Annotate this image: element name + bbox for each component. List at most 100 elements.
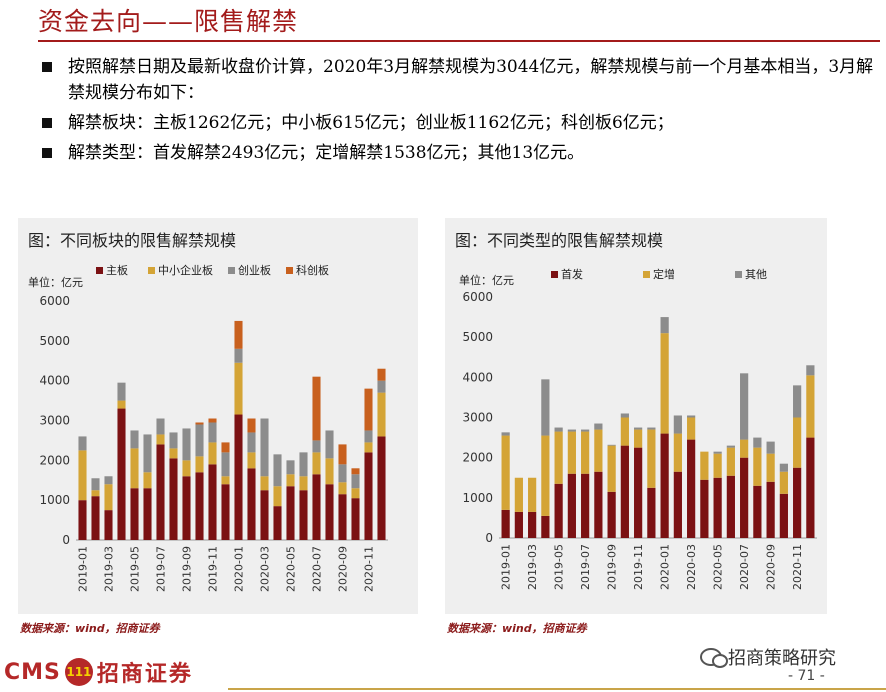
bar-segment <box>793 385 802 418</box>
y-tick-label: 1000 <box>39 493 70 507</box>
bar-segment <box>700 451 709 480</box>
legend-label: 首发 <box>561 267 583 281</box>
bar-segment <box>234 320 243 349</box>
y-tick-label: 2000 <box>39 453 70 467</box>
bar-segment <box>78 436 87 451</box>
bar-segment <box>234 362 243 415</box>
data-source-note: 数据来源：wind，招商证券 <box>20 622 160 635</box>
x-tick-label: 2019-01 <box>500 544 513 590</box>
y-tick-label: 5000 <box>39 334 70 348</box>
bar-segment <box>514 477 523 512</box>
bar-segment <box>634 429 643 448</box>
bar-segment <box>104 476 113 485</box>
bullet-item: 解禁板块：主板1262亿元；中小板615亿元；创业板1162亿元；科创板6亿元； <box>40 110 880 136</box>
bar-segment <box>740 457 749 538</box>
wechat-account-name: 招商策略研究 <box>728 648 836 669</box>
bar-segment <box>713 451 722 454</box>
x-tick-label: 2019-05 <box>553 544 566 590</box>
bar-segment <box>130 430 139 449</box>
bar-segment <box>208 418 217 423</box>
x-tick-label: 2019-11 <box>207 546 220 592</box>
bar-segment <box>312 376 321 441</box>
bar-segment <box>634 447 643 539</box>
bar-segment <box>607 445 616 492</box>
bar-segment <box>673 471 682 538</box>
bar-segment <box>351 498 360 540</box>
wechat-account: 招商策略研究 <box>700 644 836 670</box>
bar-segment <box>713 477 722 538</box>
legend-swatch <box>286 267 293 274</box>
bar-segment <box>351 488 360 499</box>
bar-segment <box>594 423 603 430</box>
bar-segment <box>117 400 126 409</box>
bar-segment <box>713 453 722 478</box>
bar-segment <box>687 417 696 440</box>
legend-label: 主板 <box>106 263 128 277</box>
bar-segment <box>351 474 360 489</box>
bar-segment <box>338 444 347 465</box>
page-title: 资金去向——限售解禁 <box>38 7 299 36</box>
legend-label: 中小企业板 <box>158 263 213 277</box>
bar-segment <box>766 481 775 538</box>
bar-segment <box>620 417 629 446</box>
bar-segment <box>594 429 603 472</box>
bar-segment <box>143 488 152 540</box>
bar-segment <box>91 490 100 497</box>
bar-segment <box>607 491 616 538</box>
bar-segment <box>338 464 347 483</box>
bar-segment <box>377 392 386 437</box>
bar-segment <box>740 373 749 440</box>
bar-segment <box>567 473 576 538</box>
bar-segment <box>541 515 550 538</box>
bar-segment <box>143 472 152 489</box>
bar-segment <box>364 442 373 453</box>
x-tick-label: 2019-05 <box>129 546 142 592</box>
bullet-item: 按照解禁日期及最新收盘价计算，2020年3月解禁规模为3044亿元，解禁规模与前… <box>40 54 880 106</box>
bar-segment <box>377 368 386 381</box>
bar-segment <box>117 408 126 540</box>
bar-segment <box>581 473 590 538</box>
unit-label: 单位：亿元 <box>459 273 514 287</box>
bar-segment <box>195 422 204 425</box>
bar-segment <box>208 442 217 465</box>
bar-segment <box>726 445 735 448</box>
bar-segment <box>312 452 321 475</box>
x-tick-label: 2020-03 <box>685 544 698 590</box>
bar-segment <box>195 424 204 457</box>
bar-segment <box>647 487 656 538</box>
square-bullet-icon <box>42 118 52 128</box>
bar-segment <box>793 467 802 538</box>
bar-segment <box>377 436 386 540</box>
y-tick-label: 2000 <box>462 451 493 465</box>
bar-segment <box>338 482 347 495</box>
wechat-icon <box>700 648 728 668</box>
x-tick-label: 2019-07 <box>579 544 592 590</box>
chart-title: 图：不同板块的限售解禁规模 <box>28 231 237 250</box>
y-tick-label: 0 <box>62 533 70 547</box>
bar-segment <box>169 448 178 459</box>
y-tick-label: 5000 <box>462 330 493 344</box>
bar-segment <box>247 468 256 540</box>
y-tick-label: 1000 <box>462 491 493 505</box>
bar-segment <box>182 476 191 540</box>
bullet-item: 解禁类型：首发解禁2493亿元；定增解禁1538亿元；其他13亿元。 <box>40 140 880 166</box>
legend-swatch <box>735 271 742 278</box>
y-tick-label: 3000 <box>462 411 493 425</box>
logo-cms-text: CMS <box>4 659 61 685</box>
bar-segment <box>169 458 178 540</box>
legend-swatch <box>148 267 155 274</box>
bar-segment <box>91 478 100 491</box>
bar-segment <box>726 475 735 538</box>
bar-segment <box>325 430 334 459</box>
company-logo: CMS 111 招商证券 <box>4 656 193 688</box>
bar-segment <box>130 488 139 540</box>
legend-swatch <box>96 267 103 274</box>
bar-segment <box>117 382 126 401</box>
bullet-list: 按照解禁日期及最新收盘价计算，2020年3月解禁规模为3044亿元，解禁规模与前… <box>40 54 880 170</box>
bar-segment <box>528 511 537 538</box>
bar-segment <box>312 440 321 453</box>
bar-segment <box>247 432 256 453</box>
bar-segment <box>660 433 669 538</box>
bar-segment <box>806 375 815 438</box>
x-tick-label: 2019-11 <box>632 544 645 590</box>
